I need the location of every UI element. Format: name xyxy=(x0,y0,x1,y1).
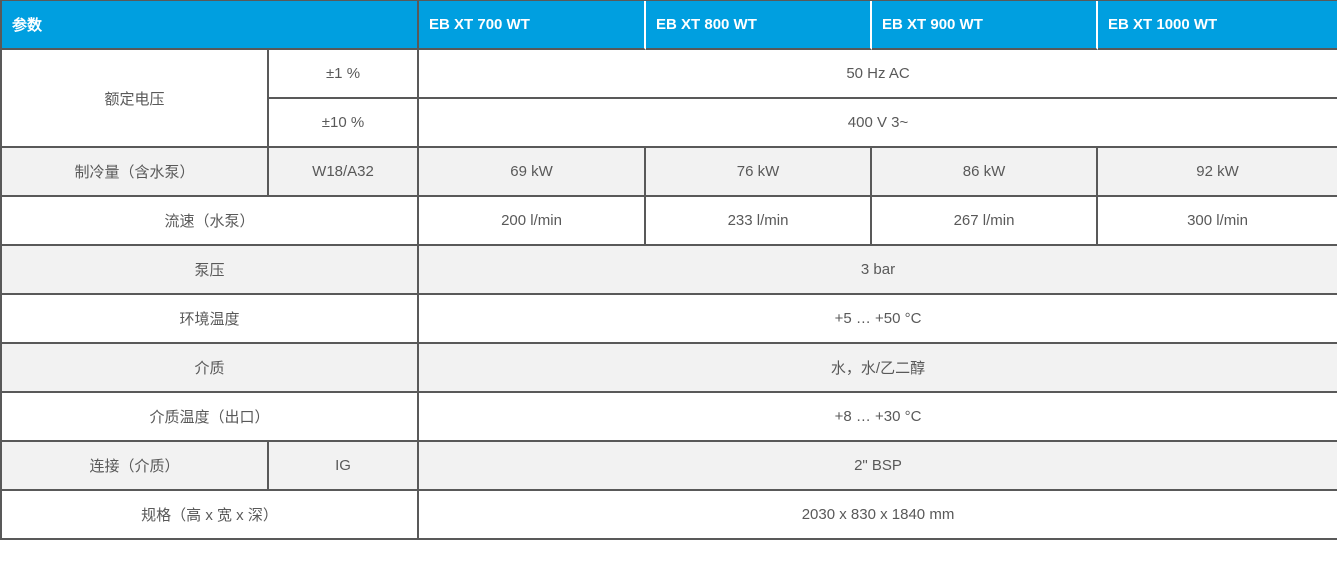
row-label-connection: 连接（介质） xyxy=(2,442,269,491)
cooling-value-800: 76 kW xyxy=(646,148,873,197)
row-label-flow: 流速（水泵） xyxy=(2,197,420,246)
row-label-ambient-temp: 环境温度 xyxy=(2,295,420,344)
row-label-cooling: 制冷量（含水泵） xyxy=(2,148,269,197)
flow-value-1000: 300 l/min xyxy=(1098,197,1337,246)
spec-table: 参数 EB XT 700 WT EB XT 800 WT EB XT 900 W… xyxy=(0,0,1337,540)
ambient-temp-value: +5 … +50 °C xyxy=(419,295,1337,344)
table-row-pump-pressure: 泵压 3 bar xyxy=(2,246,1337,295)
flow-value-800: 233 l/min xyxy=(646,197,873,246)
cooling-value-1000: 92 kW xyxy=(1098,148,1337,197)
table-row-voltage-2: ±10 % 400 V 3~ xyxy=(2,99,1337,148)
header-row: 参数 EB XT 700 WT EB XT 800 WT EB XT 900 W… xyxy=(2,1,1337,50)
row-label-dimensions: 规格（高 x 宽 x 深） xyxy=(2,491,420,540)
cooling-value-900: 86 kW xyxy=(872,148,1099,197)
cooling-sub-condition: W18/A32 xyxy=(269,148,420,197)
row-label-voltage: 额定电压 xyxy=(2,50,269,148)
connection-sub-ig: IG xyxy=(269,442,420,491)
model-header-700: EB XT 700 WT xyxy=(419,1,647,50)
row-label-pump-pressure: 泵压 xyxy=(2,246,420,295)
connection-value: 2" BSP xyxy=(419,442,1337,491)
table-row-medium-temp: 介质温度（出口） +8 … +30 °C xyxy=(2,393,1337,442)
model-header-1000: EB XT 1000 WT xyxy=(1098,1,1337,50)
param-header: 参数 xyxy=(2,1,420,50)
cooling-value-700: 69 kW xyxy=(419,148,647,197)
row-label-medium-temp: 介质温度（出口） xyxy=(2,393,420,442)
model-header-900: EB XT 900 WT xyxy=(872,1,1099,50)
table-row-voltage-1: 额定电压 ±1 % 50 Hz AC xyxy=(2,50,1337,148)
model-header-800: EB XT 800 WT xyxy=(646,1,873,50)
flow-value-700: 200 l/min xyxy=(419,197,647,246)
voltage-sub-10pct: ±10 % xyxy=(269,99,420,148)
table-row-flow: 流速（水泵） 200 l/min 233 l/min 267 l/min 300… xyxy=(2,197,1337,246)
dimensions-value: 2030 x 830 x 1840 mm xyxy=(419,491,1337,540)
voltage-sub-1pct: ±1 % xyxy=(269,50,420,99)
table-row-ambient-temp: 环境温度 +5 … +50 °C xyxy=(2,295,1337,344)
table-row-medium: 介质 水，水/乙二醇 xyxy=(2,344,1337,393)
voltage-value-frequency: 50 Hz AC xyxy=(419,50,1337,99)
table-row-dimensions: 规格（高 x 宽 x 深） 2030 x 830 x 1840 mm xyxy=(2,491,1337,540)
voltage-value-volts: 400 V 3~ xyxy=(419,99,1337,148)
pump-pressure-value: 3 bar xyxy=(419,246,1337,295)
medium-value: 水，水/乙二醇 xyxy=(419,344,1337,393)
medium-temp-value: +8 … +30 °C xyxy=(419,393,1337,442)
table-row-connection: 连接（介质） IG 2" BSP xyxy=(2,442,1337,491)
table-row-cooling: 制冷量（含水泵） W18/A32 69 kW 76 kW 86 kW 92 kW xyxy=(2,148,1337,197)
flow-value-900: 267 l/min xyxy=(872,197,1099,246)
row-label-medium: 介质 xyxy=(2,344,420,393)
